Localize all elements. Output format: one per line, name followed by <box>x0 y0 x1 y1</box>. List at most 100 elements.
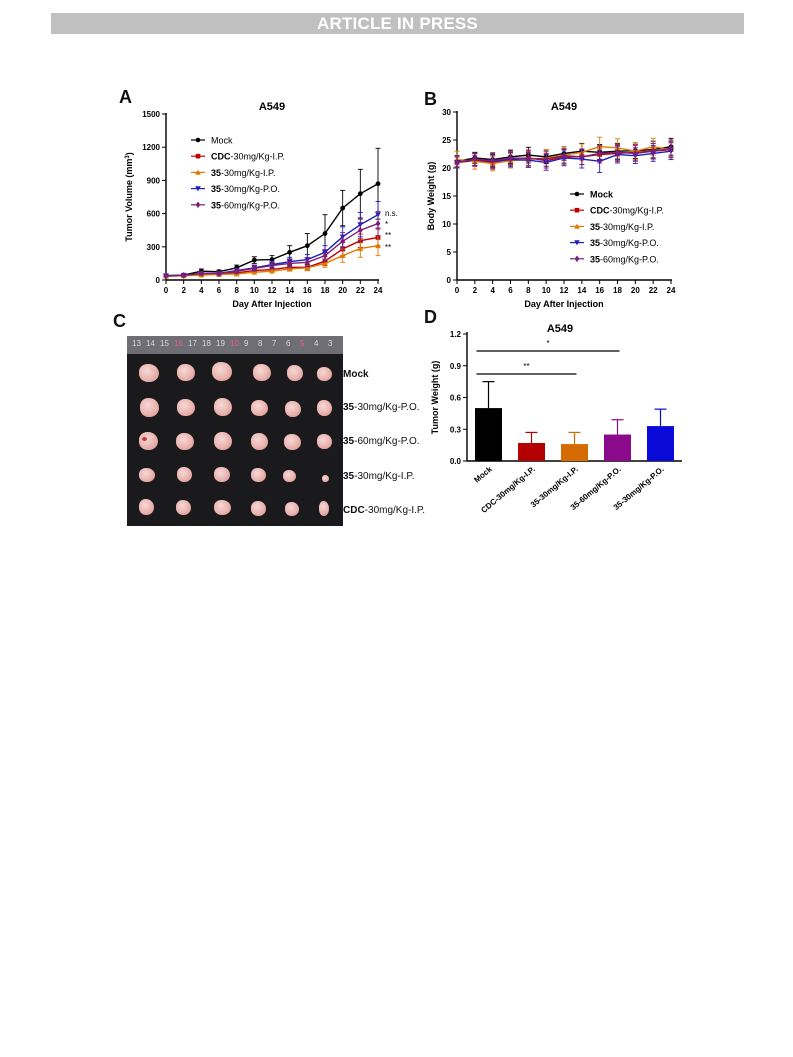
tumor-sample <box>176 500 191 515</box>
legend-label-rest: -60mg/Kg-P.O. <box>221 200 280 210</box>
significance-annotation: n.s. <box>385 209 398 218</box>
y-tick-label: 25 <box>442 136 451 145</box>
y-tick-label: 0 <box>447 276 452 285</box>
tumor-sample <box>214 467 230 482</box>
photo-row-label-rest: -30mg/Kg-I.P. <box>364 505 426 516</box>
legend-label-bold: 35 <box>211 168 221 178</box>
bar <box>604 434 631 461</box>
x-tick-label: 16 <box>595 286 604 295</box>
legend-marker <box>574 240 580 246</box>
significance-label: * <box>546 339 549 348</box>
legend-label: 35-30mg/Kg-P.O. <box>590 238 659 248</box>
legend-marker <box>195 186 201 192</box>
y-axis-title-end: ) <box>124 152 134 155</box>
tumor-sample <box>317 367 332 381</box>
data-point <box>357 245 364 251</box>
y-tick-label: 300 <box>147 243 161 252</box>
tumor-sample <box>285 502 299 516</box>
legend-label: 35-60mg/Kg-P.O. <box>211 200 280 210</box>
ruler-mark: 14 <box>146 339 155 348</box>
legend-label-bold: 35 <box>211 200 221 210</box>
ruler-mark: 9 <box>244 339 249 348</box>
significance-annotation: * <box>385 220 388 229</box>
y-tick-label: 20 <box>442 164 451 173</box>
data-point <box>340 237 346 245</box>
ruler-mark: 16 <box>174 339 183 348</box>
data-point <box>357 226 363 234</box>
tumor-sample <box>253 364 271 381</box>
x-tick-label: 8 <box>526 286 531 295</box>
legend-label: 35-30mg/Kg-P.O. <box>211 184 280 194</box>
photo-row-label: 35-30mg/Kg-I.P. <box>343 471 415 482</box>
tumor-sample <box>140 398 159 417</box>
category-label: Mock <box>472 464 494 484</box>
tumor-sample <box>284 434 301 450</box>
tumor-sample <box>177 467 192 482</box>
legend-marker <box>574 191 580 197</box>
data-point <box>198 269 204 277</box>
ruler-mark: 7 <box>272 339 277 348</box>
legend: MockCDC-30mg/Kg-I.P.35-30mg/Kg-I.P.35-30… <box>191 136 285 210</box>
x-tick-label: 4 <box>199 286 204 295</box>
ruler-mark: 13 <box>132 339 141 348</box>
legend-marker <box>195 169 201 175</box>
significance-annotation: ** <box>385 243 391 252</box>
ruler-mark: 19 <box>216 339 225 348</box>
data-point <box>234 267 240 275</box>
data-point <box>251 269 258 275</box>
tumor-sample <box>139 468 155 482</box>
tumor-sample <box>319 501 329 516</box>
tumor-sample <box>214 398 232 416</box>
legend-label: CDC-30mg/Kg-I.P. <box>590 206 664 216</box>
legend-label: 35-60mg/Kg-P.O. <box>590 254 659 264</box>
y-tick-label: 5 <box>447 248 452 257</box>
data-point <box>525 155 531 162</box>
y-tick-label: 30 <box>442 108 451 117</box>
data-point <box>339 252 346 259</box>
tumor-sample <box>285 401 301 417</box>
tumor-sample <box>214 432 232 450</box>
x-tick-label: 8 <box>234 286 239 295</box>
y-tick-label: 15 <box>442 192 451 201</box>
significance-annotation: ** <box>385 231 391 240</box>
x-tick-label: 4 <box>490 286 495 295</box>
y-axis-title: Body Weight (g) <box>426 162 436 231</box>
tumor-sample <box>177 364 195 381</box>
bar <box>647 426 674 461</box>
y-tick-label: 1500 <box>142 110 160 119</box>
tumor-sample <box>251 501 266 516</box>
tumor-photo: 13 14 15 16 17 18 19 10 9 8 7 6 5 4 3 <box>127 336 343 526</box>
data-point <box>251 264 257 272</box>
panel-b-label: B <box>424 89 437 109</box>
legend-marker <box>195 137 201 143</box>
tumor-sample <box>251 400 268 416</box>
x-tick-label: 10 <box>542 286 551 295</box>
y-tick-label: 900 <box>147 176 161 185</box>
x-tick-label: 0 <box>164 286 169 295</box>
chart-title: A549 <box>551 101 577 113</box>
data-point <box>579 153 585 161</box>
tumor-sample <box>139 499 154 515</box>
x-tick-label: 18 <box>613 286 622 295</box>
legend-marker <box>574 255 580 263</box>
legend-label-rest: Mock <box>211 136 233 146</box>
x-tick-label: 14 <box>285 286 294 295</box>
x-axis-title: Day After Injection <box>232 299 311 309</box>
data-point <box>304 264 311 271</box>
data-point <box>375 181 381 187</box>
data-point <box>304 243 310 249</box>
legend-label-bold: 35 <box>590 222 600 232</box>
data-point <box>543 155 549 163</box>
legend-label-rest: -30mg/Kg-I.P. <box>221 168 275 178</box>
x-axis-title: Day After Injection <box>524 299 603 309</box>
legend-label-bold: 35 <box>590 238 600 248</box>
y-tick-label: 10 <box>442 220 451 229</box>
x-tick-label: 20 <box>631 286 640 295</box>
x-tick-label: 24 <box>374 286 383 295</box>
ruler-mark: 3 <box>328 339 333 348</box>
data-point <box>286 266 293 272</box>
tumor-sample <box>176 433 194 450</box>
ruler-mark: 4 <box>314 339 319 348</box>
